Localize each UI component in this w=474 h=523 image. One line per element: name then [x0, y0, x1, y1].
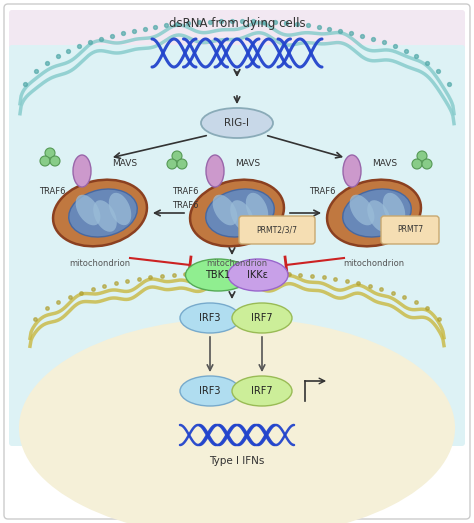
Circle shape: [422, 159, 432, 169]
Ellipse shape: [76, 195, 100, 225]
Ellipse shape: [350, 195, 374, 225]
FancyBboxPatch shape: [9, 10, 465, 156]
Circle shape: [417, 151, 427, 161]
Text: Type I IFNs: Type I IFNs: [210, 456, 264, 466]
Ellipse shape: [69, 189, 137, 237]
Text: TRAF6: TRAF6: [309, 187, 335, 196]
Text: IRF3: IRF3: [199, 386, 221, 396]
FancyBboxPatch shape: [4, 4, 470, 519]
Ellipse shape: [232, 303, 292, 333]
Text: TRAF6: TRAF6: [172, 200, 198, 210]
Text: MAVS: MAVS: [372, 158, 397, 167]
Text: mitochondrion: mitochondrion: [207, 258, 267, 267]
Circle shape: [172, 151, 182, 161]
Ellipse shape: [230, 200, 254, 232]
Text: TBK1: TBK1: [205, 270, 230, 280]
Ellipse shape: [228, 259, 288, 291]
Ellipse shape: [206, 189, 274, 237]
Circle shape: [177, 159, 187, 169]
Text: PRMT7: PRMT7: [397, 225, 423, 234]
FancyBboxPatch shape: [381, 216, 439, 244]
Text: TRAF6: TRAF6: [39, 187, 65, 196]
Ellipse shape: [190, 180, 284, 246]
Circle shape: [50, 156, 60, 166]
Ellipse shape: [327, 180, 421, 246]
Text: RIG-I: RIG-I: [225, 118, 249, 128]
Circle shape: [45, 148, 55, 158]
Text: IRF3: IRF3: [199, 313, 221, 323]
Circle shape: [167, 159, 177, 169]
Ellipse shape: [213, 195, 237, 225]
Text: IKKε: IKKε: [247, 270, 268, 280]
Ellipse shape: [180, 303, 240, 333]
Text: dsRNA from dying cells: dsRNA from dying cells: [169, 17, 305, 29]
Circle shape: [40, 156, 50, 166]
Ellipse shape: [109, 193, 131, 225]
Text: IRF7: IRF7: [251, 313, 273, 323]
Text: IRF7: IRF7: [251, 386, 273, 396]
Ellipse shape: [343, 189, 411, 237]
Ellipse shape: [206, 155, 224, 187]
Text: MAVS: MAVS: [112, 158, 137, 167]
Text: mitochondrion: mitochondrion: [69, 258, 130, 267]
Text: MAVS: MAVS: [235, 158, 260, 167]
Ellipse shape: [185, 259, 250, 291]
FancyBboxPatch shape: [239, 216, 315, 244]
Ellipse shape: [201, 108, 273, 138]
Text: PRMT2/3/7: PRMT2/3/7: [256, 225, 298, 234]
Ellipse shape: [367, 200, 391, 232]
Ellipse shape: [73, 155, 91, 187]
Circle shape: [412, 159, 422, 169]
Ellipse shape: [93, 200, 117, 232]
Ellipse shape: [232, 376, 292, 406]
Text: mitochondrion: mitochondrion: [344, 258, 405, 267]
Text: TRAF6: TRAF6: [172, 187, 198, 196]
FancyBboxPatch shape: [9, 45, 465, 446]
Ellipse shape: [383, 193, 405, 225]
Ellipse shape: [180, 376, 240, 406]
Ellipse shape: [19, 318, 455, 523]
Ellipse shape: [246, 193, 268, 225]
Ellipse shape: [53, 180, 147, 246]
Ellipse shape: [343, 155, 361, 187]
